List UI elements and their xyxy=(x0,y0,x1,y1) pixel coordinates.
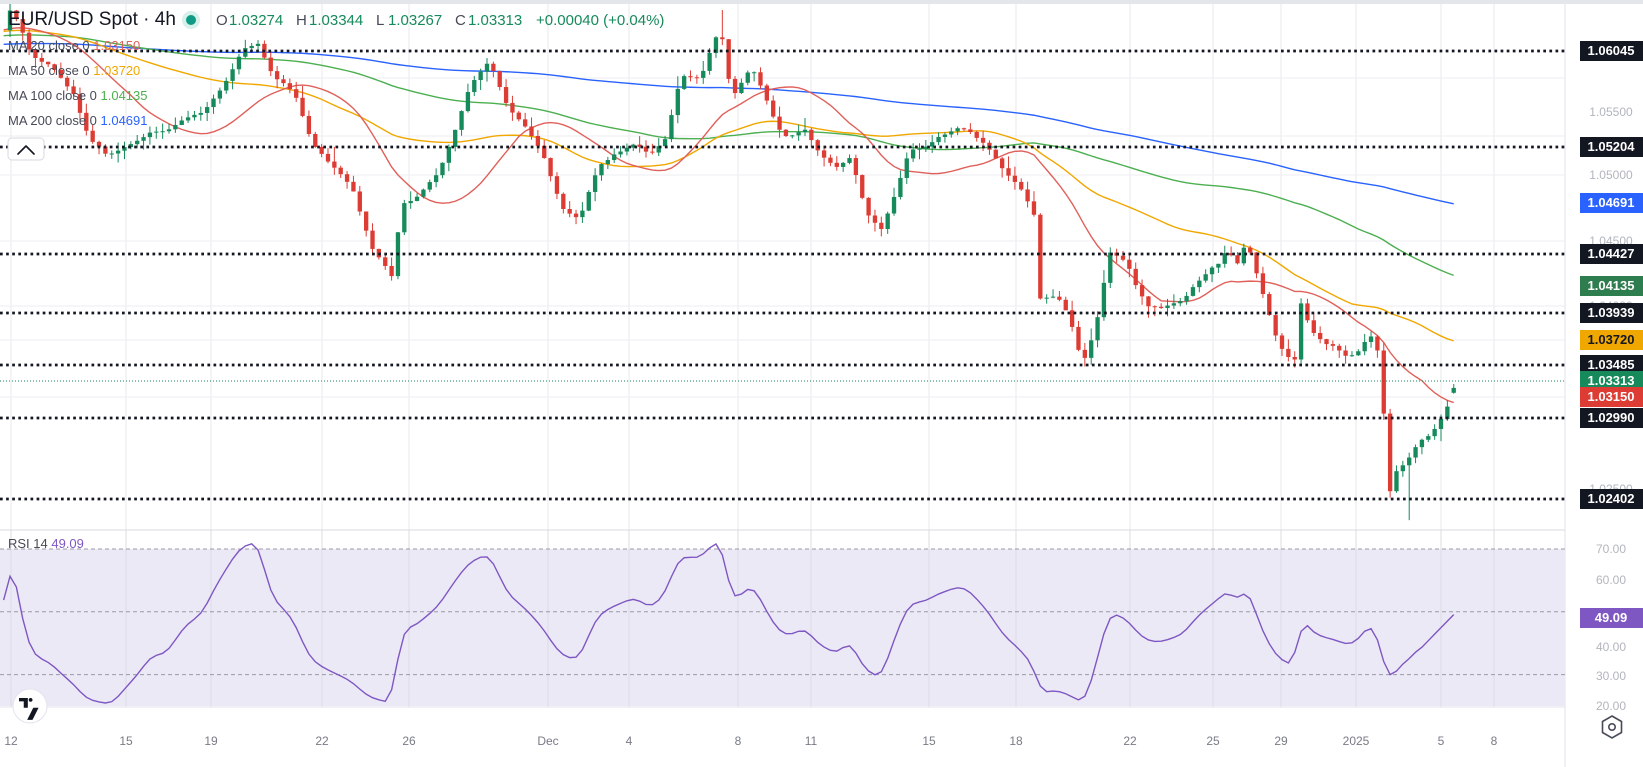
svg-text:70.00: 70.00 xyxy=(1596,542,1626,556)
svg-text:1.03274: 1.03274 xyxy=(229,12,283,29)
svg-text:12: 12 xyxy=(4,734,18,748)
svg-text:1.03939: 1.03939 xyxy=(1588,305,1635,320)
svg-text:1.04135: 1.04135 xyxy=(1588,278,1635,293)
svg-text:40.00: 40.00 xyxy=(1596,640,1626,654)
svg-text:5: 5 xyxy=(1438,734,1445,748)
svg-text:60.00: 60.00 xyxy=(1596,573,1626,587)
svg-text:15: 15 xyxy=(119,734,133,748)
svg-text:20.00: 20.00 xyxy=(1596,699,1626,713)
svg-text:1.03485: 1.03485 xyxy=(1588,357,1635,372)
svg-text:1.06045: 1.06045 xyxy=(1588,43,1635,58)
svg-text:1.05204: 1.05204 xyxy=(1588,139,1636,154)
svg-text:EUR/USD Spot · 4h: EUR/USD Spot · 4h xyxy=(8,9,176,30)
svg-text:2025: 2025 xyxy=(1343,734,1370,748)
svg-text:1.02402: 1.02402 xyxy=(1588,491,1635,506)
svg-text:1.03313: 1.03313 xyxy=(1588,373,1635,388)
svg-text:26: 26 xyxy=(402,734,416,748)
svg-text:22: 22 xyxy=(1123,734,1137,748)
svg-text:1.03313: 1.03313 xyxy=(468,12,522,29)
svg-text:8: 8 xyxy=(735,734,742,748)
svg-text:30.00: 30.00 xyxy=(1596,669,1626,683)
svg-text:25: 25 xyxy=(1206,734,1220,748)
svg-text:+0.00040 (+0.04%): +0.00040 (+0.04%) xyxy=(536,12,664,29)
svg-text:49.09: 49.09 xyxy=(1595,610,1628,625)
svg-text:MA 50 close 0 1.03720: MA 50 close 0 1.03720 xyxy=(8,63,140,78)
svg-text:MA 20 close 0 1.03150: MA 20 close 0 1.03150 xyxy=(8,38,140,53)
svg-text:L: L xyxy=(376,12,384,29)
svg-text:1.02990: 1.02990 xyxy=(1588,410,1635,425)
svg-text:MA 200 close 0 1.04691: MA 200 close 0 1.04691 xyxy=(8,113,148,128)
svg-text:19: 19 xyxy=(204,734,218,748)
svg-text:1.04427: 1.04427 xyxy=(1588,246,1635,261)
svg-text:RSI 14 49.09: RSI 14 49.09 xyxy=(8,536,84,551)
svg-text:Dec: Dec xyxy=(537,734,558,748)
svg-text:1.05000: 1.05000 xyxy=(1589,168,1633,182)
svg-text:O: O xyxy=(216,12,228,29)
svg-text:1.03344: 1.03344 xyxy=(309,12,363,29)
svg-text:29: 29 xyxy=(1274,734,1288,748)
svg-text:15: 15 xyxy=(922,734,936,748)
svg-text:MA 100 close 0 1.04135: MA 100 close 0 1.04135 xyxy=(8,88,148,103)
svg-text:1.03150: 1.03150 xyxy=(1588,389,1635,404)
svg-text:1.03720: 1.03720 xyxy=(1588,332,1635,347)
svg-text:22: 22 xyxy=(315,734,329,748)
svg-text:18: 18 xyxy=(1009,734,1023,748)
svg-text:8: 8 xyxy=(1491,734,1498,748)
svg-text:1.05500: 1.05500 xyxy=(1589,105,1633,119)
svg-text:C: C xyxy=(455,12,466,29)
svg-text:1.03267: 1.03267 xyxy=(388,12,442,29)
svg-text:4: 4 xyxy=(626,734,633,748)
svg-text:H: H xyxy=(296,12,307,29)
svg-text:1.04691: 1.04691 xyxy=(1588,195,1635,210)
svg-text:11: 11 xyxy=(805,734,818,748)
